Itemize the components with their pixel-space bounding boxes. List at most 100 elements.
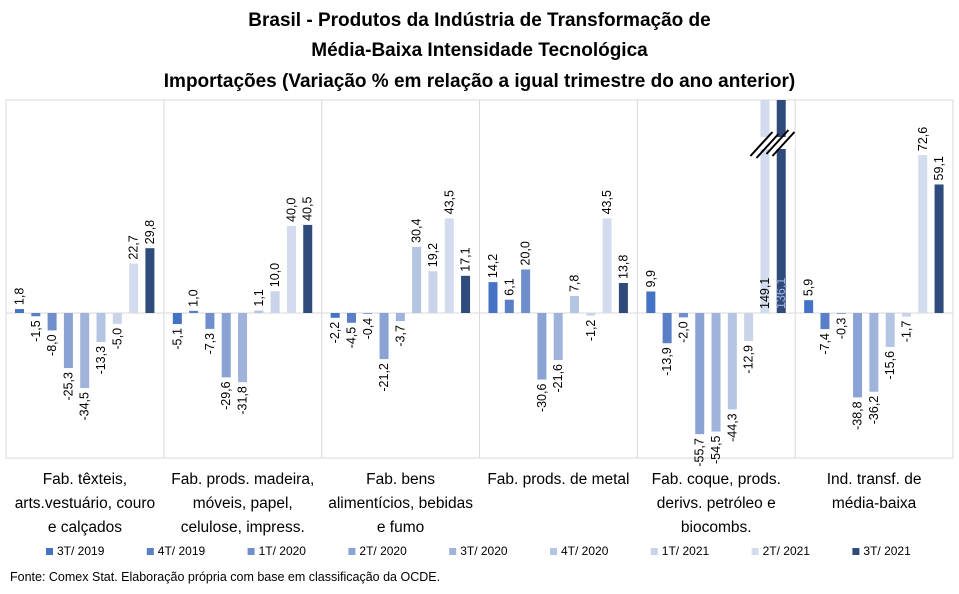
bar-4T2020-cat2 [412,246,422,313]
bar-2T2020-cat4 [695,313,705,435]
bar-3T2019-cat2 [330,313,340,318]
bar-3T2020-cat3 [553,313,563,360]
bar-4T2019-cat1 [189,310,199,313]
legend-label: 2T/ 2021 [763,544,811,558]
legend-swatch [46,548,53,555]
data-label: -2,2 [328,322,342,344]
legend-swatch [146,548,154,555]
chart-title-line-3: Importações (Variação % em relação a igu… [163,71,796,92]
data-label: -7,3 [203,333,217,355]
category-label: alimentícios, bebidas [328,495,473,512]
data-label: -21,2 [377,363,391,392]
data-label: 149,1 [758,278,772,309]
data-label: 40,0 [284,198,298,222]
data-label: 1,8 [13,288,27,305]
bar-2T2021-cat5 [918,155,928,313]
category-label: Fab. coque, prods. [652,471,781,488]
data-label: 10,0 [268,263,282,287]
bar-3T2020-cat4 [711,313,721,432]
bar-1T2021-cat4 [744,313,754,342]
bar-1T2020-cat3 [521,269,531,313]
bar-3T2019-cat1 [172,313,182,325]
category-label: Fab. prods. madeira, [171,471,314,488]
bar-2T2021-cat3 [602,218,612,313]
data-label: 6,1 [502,278,516,295]
bar-2T2021-cat0 [129,263,139,313]
category-label: e fumo [377,519,424,536]
data-label: 40,5 [301,197,315,221]
data-label: -13,9 [660,347,674,376]
data-label: 30,4 [410,219,424,243]
bar-1T2020-cat1 [205,313,215,329]
bar-1T2021-cat3 [586,313,596,316]
bar-1T2021-cat2 [428,271,438,313]
bar-2T2020-cat0 [63,313,73,369]
bar-4T2020-cat1 [254,310,264,313]
bar-4T2020-cat0 [96,313,106,342]
data-label: -25,3 [61,372,75,401]
bar-3T2019-cat0 [15,309,24,313]
data-label: -4,5 [344,327,358,349]
data-label: 20,0 [519,241,533,265]
legend-label: 1T/ 2021 [662,544,710,558]
bar-3T2019-cat3 [488,282,498,313]
bar-4T2020-cat3 [570,296,579,313]
data-label: -2,0 [676,321,690,343]
category-label: biocombs. [681,519,752,536]
data-label: 1,1 [252,289,266,306]
data-label: 5,9 [802,279,816,296]
data-label: -55,7 [693,438,707,467]
bar-1T2020-cat4 [678,313,688,318]
legend-label: 4T/ 2020 [561,544,609,558]
legend-label: 4T/ 2019 [158,544,206,558]
legend-swatch [650,548,658,555]
bar-3T2020-cat5 [869,313,879,392]
data-label: -5,0 [110,328,124,350]
data-label: -31,8 [236,386,250,415]
category-label: Fab. têxteis, [43,471,127,488]
legend-label: 1T/ 2020 [259,544,307,558]
axis-break-mark [765,129,790,155]
data-label: -30,6 [535,384,549,413]
data-label: 7,8 [568,275,582,292]
category-label: celulose, impress. [181,519,305,536]
bar-1T2020-cat0 [47,313,57,331]
axis-break-mark [755,133,780,159]
category-label: móveis, papel, [193,495,293,512]
bar-3T2020-cat0 [80,313,90,389]
data-label: -3,7 [393,325,407,347]
bar-4T2020-cat5 [885,313,895,347]
bar-3T2021-cat5 [934,184,944,313]
bar-3T2021-cat1 [303,224,313,313]
bar-2T2020-cat2 [379,313,389,360]
bar-3T2020-cat2 [395,313,405,322]
data-label: -8,0 [45,334,59,356]
data-label: 72,6 [916,127,930,151]
chart-title-line-1: Brasil - Produtos da Indústria de Transf… [248,10,711,31]
legend-swatch [449,548,457,555]
bar-2T2020-cat3 [537,313,547,380]
category-label: Fab. bens [366,471,435,488]
data-label: -36,2 [867,396,881,425]
category-label: e calçados [48,519,122,536]
data-label: 59,1 [932,156,946,180]
bar-3T2021-cat0 [145,248,155,313]
bar-1T2020-cat2 [363,313,373,314]
category-label: arts.vestuário, couro [15,495,155,512]
category-label: derivs. petróleo e [657,495,776,512]
legend-swatch [852,548,860,555]
data-label: -1,5 [29,320,43,342]
legend-label: 2T/ 2020 [359,544,407,558]
category-label: Ind. transf. de [827,471,922,488]
data-label: -13,3 [94,346,108,375]
data-label: 17,1 [459,247,473,271]
data-label: -0,3 [834,318,848,340]
data-label: -21,6 [551,364,565,393]
data-label: 19,2 [426,243,440,267]
data-label: 1,0 [187,289,201,306]
bar-4T2019-cat4 [662,313,672,344]
data-label: -12,9 [742,345,756,374]
bar-4T2019-cat2 [346,313,356,323]
